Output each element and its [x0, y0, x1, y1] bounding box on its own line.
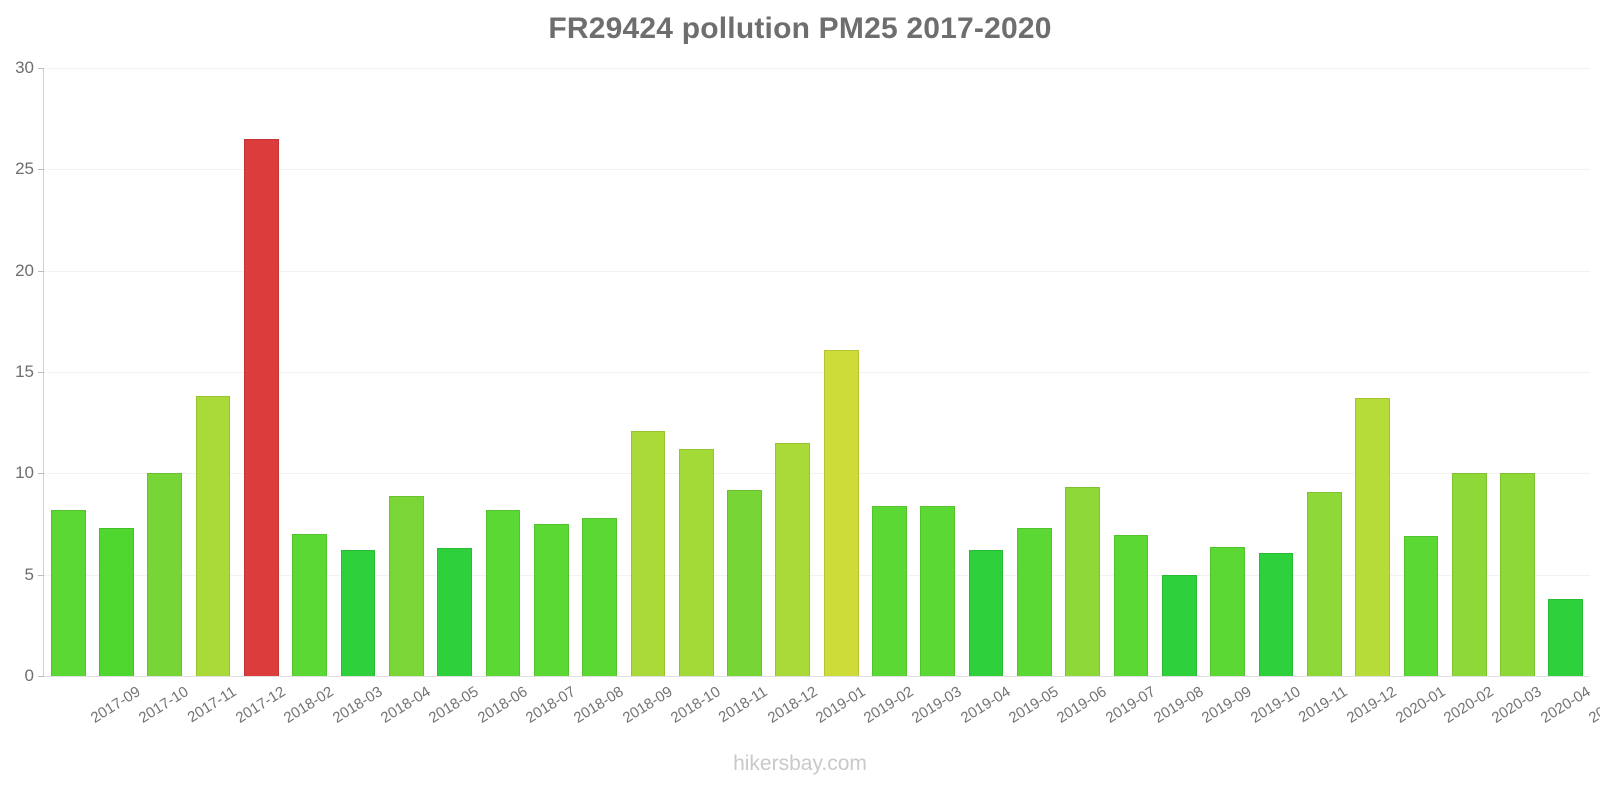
bar-2019-04[interactable]: [920, 505, 956, 676]
y-tick-mark-0: [38, 676, 44, 677]
x-tick-label-2017-09: 2017-09: [87, 683, 144, 727]
bar-2020-05[interactable]: [1548, 599, 1584, 676]
x-tick-label-2018-02: 2018-02: [281, 683, 337, 727]
gridline-10: [44, 473, 1590, 475]
x-tick-label-2017-12: 2017-12: [232, 683, 289, 727]
x-tick-label-2019-04: 2019-04: [957, 683, 1014, 727]
bar-2018-12[interactable]: [727, 489, 762, 676]
x-tick-label-2017-11: 2017-11: [184, 683, 240, 727]
bar-2019-03[interactable]: [872, 505, 907, 676]
x-tick-label-2018-08: 2018-08: [571, 683, 627, 727]
bar-2018-02[interactable]: [244, 138, 279, 676]
watermark: hikersbay.com: [733, 752, 867, 775]
bar-2017-09[interactable]: [50, 509, 86, 676]
y-tick-label-20: 20: [15, 260, 34, 280]
x-tick-label-2018-10: 2018-10: [667, 683, 724, 727]
x-tick-label-2019-03: 2019-03: [909, 683, 966, 727]
y-tick-label-0: 0: [24, 666, 34, 685]
bar-2019-10[interactable]: [1210, 547, 1246, 676]
x-tick-label-2019-11: 2019-11: [1295, 683, 1351, 727]
bar-2018-04[interactable]: [340, 550, 376, 676]
x-tick-label-2018-03: 2018-03: [329, 683, 386, 727]
bar-2018-06[interactable]: [437, 548, 473, 676]
bar-2019-11[interactable]: [1258, 553, 1294, 676]
x-tick-label-2018-07: 2018-07: [522, 683, 579, 727]
x-tick-label-2018-11: 2018-11: [715, 683, 771, 727]
plot-area: [44, 68, 1590, 677]
bar-2019-05[interactable]: [968, 550, 1004, 676]
y-tick-mark-10: [38, 473, 44, 475]
x-tick-label-2017-10: 2017-10: [136, 683, 193, 727]
y-tick-mark-20: [38, 270, 44, 272]
bar-2020-04[interactable]: [1500, 473, 1535, 676]
bar-2019-02[interactable]: [823, 349, 859, 676]
bar-2018-08[interactable]: [533, 524, 569, 676]
bar-2020-02[interactable]: [1403, 536, 1439, 676]
bar-2017-12[interactable]: [195, 396, 231, 676]
bar-2019-06[interactable]: [1017, 528, 1052, 676]
y-tick-mark-30: [38, 68, 44, 69]
bar-2018-07[interactable]: [485, 509, 521, 676]
x-tick-label-2018-05: 2018-05: [426, 683, 482, 727]
bar-2019-01[interactable]: [775, 442, 811, 676]
y-tick-label-5: 5: [24, 564, 34, 584]
x-tick-label-2018-04: 2018-04: [377, 683, 434, 727]
gridline-0: [44, 676, 1590, 677]
gridline-15: [44, 372, 1590, 373]
y-tick-label-10: 10: [15, 463, 34, 483]
bar-2017-11[interactable]: [147, 473, 183, 676]
bar-2020-03[interactable]: [1451, 473, 1487, 676]
bar-2018-11[interactable]: [678, 449, 714, 676]
x-tick-label-2019-10: 2019-10: [1247, 683, 1304, 727]
x-tick-label-2018-09: 2018-09: [619, 683, 676, 727]
y-tick-mark-5: [38, 574, 44, 576]
x-tick-label-2019-06: 2019-06: [1054, 683, 1110, 727]
x-tick-label-2019-01: 2019-01: [812, 683, 869, 727]
y-tick-label-15: 15: [15, 362, 34, 381]
x-tick-label-2019-09: 2019-09: [1199, 683, 1255, 727]
x-tick-label-2018-12: 2018-12: [764, 683, 821, 727]
x-tick-label-2020-03: 2020-03: [1489, 683, 1545, 727]
bar-2019-12[interactable]: [1306, 491, 1342, 676]
x-tick-label-2020-02: 2020-02: [1440, 683, 1497, 727]
chart-title: FR29424 pollution PM25 2017-2020: [548, 12, 1052, 45]
bar-2018-09[interactable]: [582, 517, 617, 676]
bar-2019-07[interactable]: [1065, 486, 1101, 676]
y-tick-label-30: 30: [15, 58, 34, 77]
y-tick-mark-25: [38, 169, 44, 171]
x-tick-label-2019-08: 2019-08: [1150, 683, 1207, 727]
x-tick-label-2019-07: 2019-07: [1102, 683, 1159, 727]
x-tick-label-2019-05: 2019-05: [1005, 683, 1062, 727]
bar-2018-03[interactable]: [292, 534, 328, 676]
y-tick-label-25: 25: [15, 159, 34, 179]
bar-2019-09[interactable]: [1161, 574, 1197, 676]
gridline-30: [44, 68, 1590, 69]
gridline-5: [44, 574, 1590, 576]
x-tick-label-2019-12: 2019-12: [1344, 683, 1400, 727]
bar-2020-01[interactable]: [1355, 398, 1390, 676]
bar-2018-10[interactable]: [630, 430, 666, 676]
bar-2019-08[interactable]: [1113, 535, 1149, 676]
y-tick-mark-15: [38, 372, 44, 373]
x-tick-label-2018-06: 2018-06: [474, 683, 531, 727]
bar-2017-10[interactable]: [99, 528, 134, 676]
x-tick-label-2020-04: 2020-04: [1537, 683, 1594, 727]
gridline-25: [44, 169, 1590, 171]
bar-2018-05[interactable]: [388, 495, 424, 676]
gridline-20: [44, 270, 1590, 272]
x-tick-label-2020-01: 2020-01: [1392, 683, 1449, 727]
x-tick-label-2019-02: 2019-02: [860, 683, 917, 727]
